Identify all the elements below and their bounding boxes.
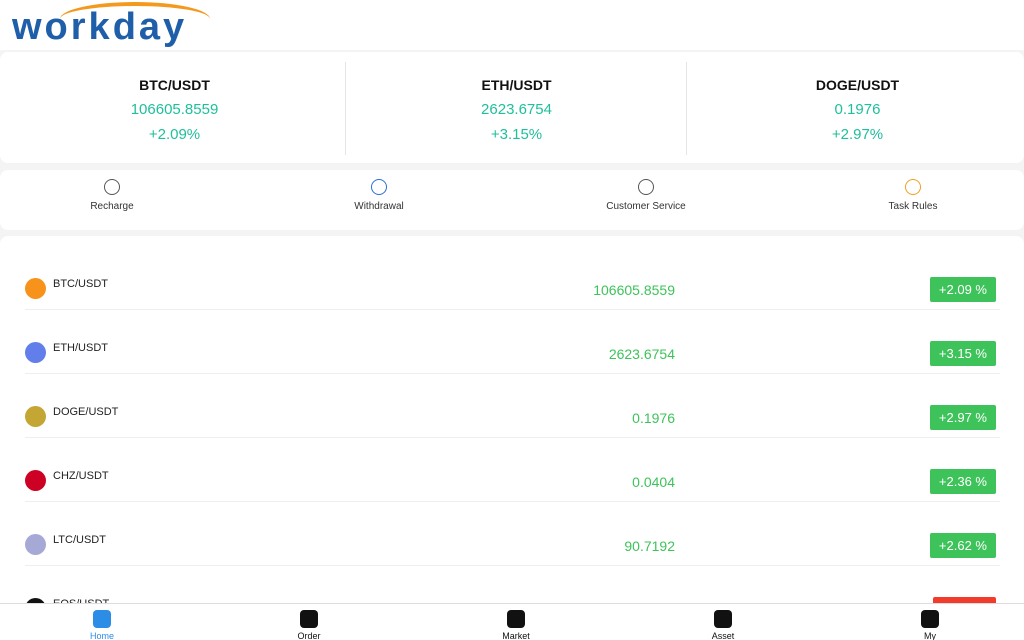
action-icon bbox=[371, 179, 387, 195]
market-card: BTC/USDT 106605.8559 +2.09 % ETH/USDT 2623.6… bbox=[0, 236, 1024, 630]
coin-change: +2.97 % bbox=[929, 405, 996, 430]
ticker-change: +2.97% bbox=[831, 126, 884, 143]
market-row[interactable]: ETH/USDT 2623.6754 +3.15 % bbox=[25, 310, 1000, 374]
tab-icon bbox=[714, 610, 732, 628]
tab-icon bbox=[507, 610, 525, 628]
header: workday bbox=[0, 0, 1024, 50]
tab-label: Order bbox=[297, 631, 321, 640]
market-row[interactable]: CHZ/USDT 0.0404 +2.36 % bbox=[25, 438, 1000, 502]
tab-icon bbox=[93, 610, 111, 628]
action-card: Recharge Withdrawal Customer Service Task R… bbox=[0, 170, 1024, 230]
action-button[interactable]: Withdrawal bbox=[251, 170, 507, 230]
action-icon bbox=[905, 179, 921, 195]
action-button[interactable]: Customer Service bbox=[518, 170, 774, 230]
action-icon bbox=[104, 179, 120, 195]
coin-change: +2.36 % bbox=[929, 469, 996, 494]
coin-price: 0.0404 bbox=[632, 474, 675, 490]
coin-price: 0.1976 bbox=[632, 410, 675, 426]
coin-icon bbox=[25, 342, 46, 363]
tab[interactable]: Market bbox=[414, 604, 618, 640]
logo-arc bbox=[60, 2, 210, 36]
action-label: Withdrawal bbox=[354, 201, 404, 212]
action-label: Task Rules bbox=[888, 201, 938, 212]
ticker[interactable]: DOGE/USDT 0.1976 +2.97% bbox=[686, 62, 1024, 155]
action-button[interactable]: Task Rules bbox=[785, 170, 1024, 230]
tab-label: Home bbox=[89, 631, 114, 640]
tab[interactable]: Order bbox=[207, 604, 411, 640]
ticker-price: 106605.8559 bbox=[130, 101, 219, 118]
action-button[interactable]: Recharge bbox=[0, 170, 240, 230]
logo[interactable]: workday bbox=[12, 6, 188, 48]
tab-label: My bbox=[924, 631, 936, 640]
coin-price: 2623.6754 bbox=[608, 346, 675, 362]
ticker[interactable]: BTC/USDT 106605.8559 +2.09% bbox=[4, 62, 345, 155]
action-label: Customer Service bbox=[606, 201, 686, 212]
coin-icon bbox=[25, 278, 46, 299]
coin-pair: DOGE/USDT bbox=[53, 406, 119, 418]
coin-pair: LTC/USDT bbox=[53, 534, 106, 546]
coin-icon bbox=[25, 534, 46, 555]
action-icon bbox=[638, 179, 654, 195]
market-row[interactable]: LTC/USDT 90.7192 +2.62 % bbox=[25, 502, 1000, 566]
tab[interactable]: Asset bbox=[621, 604, 825, 640]
ticker-pair: ETH/USDT bbox=[481, 77, 552, 93]
coin-change: +3.15 % bbox=[929, 341, 996, 366]
ticker-card: BTC/USDT 106605.8559 +2.09% ETH/USDT 2623.67… bbox=[0, 52, 1024, 163]
coin-price: 90.7192 bbox=[624, 538, 675, 554]
tab-icon bbox=[300, 610, 318, 628]
tab[interactable]: Home bbox=[0, 604, 204, 640]
tab[interactable]: My bbox=[828, 604, 1024, 640]
ticker-price: 2623.6754 bbox=[481, 101, 552, 118]
ticker-pair: BTC/USDT bbox=[139, 77, 210, 93]
ticker-pair: DOGE/USDT bbox=[815, 77, 900, 93]
coin-pair: BTC/USDT bbox=[53, 278, 108, 290]
ticker-price: 0.1976 bbox=[834, 101, 881, 118]
coin-icon bbox=[25, 470, 46, 491]
tab-label: Market bbox=[502, 631, 530, 640]
coin-pair: CHZ/USDT bbox=[53, 470, 109, 482]
coin-icon bbox=[25, 406, 46, 427]
tab-icon bbox=[921, 610, 939, 628]
coin-price: 106605.8559 bbox=[593, 282, 675, 298]
action-label: Recharge bbox=[90, 201, 134, 212]
coin-change: +2.09 % bbox=[929, 277, 996, 302]
coin-pair: ETH/USDT bbox=[53, 342, 108, 354]
ticker[interactable]: ETH/USDT 2623.6754 +3.15% bbox=[345, 62, 687, 155]
ticker-change: +2.09% bbox=[148, 126, 201, 143]
tab-label: Asset bbox=[711, 631, 735, 640]
ticker-change: +3.15% bbox=[490, 126, 543, 143]
tab-bar: Home Order Market Asset My bbox=[0, 603, 1024, 640]
coin-change: +2.62 % bbox=[929, 533, 996, 558]
market-row[interactable]: BTC/USDT 106605.8559 +2.09 % bbox=[25, 246, 1000, 310]
market-row[interactable]: DOGE/USDT 0.1976 +2.97 % bbox=[25, 374, 1000, 438]
